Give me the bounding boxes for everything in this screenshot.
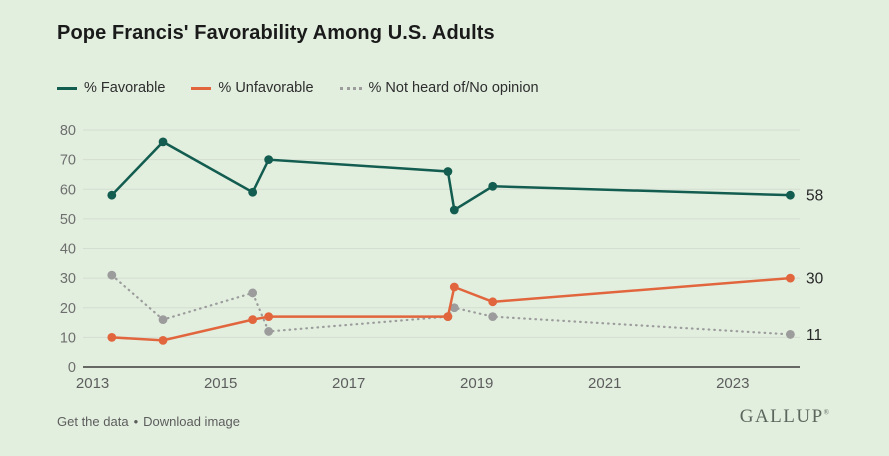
data-point-unfavorable-1[interactable] (158, 335, 168, 345)
data-point-unfavorable-0[interactable] (107, 332, 117, 342)
legend-item-favorable[interactable]: % Favorable (57, 80, 165, 96)
y-axis-label-0: 0 (68, 360, 76, 376)
get-the-data-link[interactable]: Get the data (57, 414, 129, 429)
y-axis-label-50: 50 (60, 212, 76, 228)
data-point-no-opinion-0[interactable] (107, 270, 117, 280)
legend-label-no-opinion: % Not heard of/No opinion (368, 80, 539, 96)
legend-item-unfavorable[interactable]: % Unfavorable (191, 80, 314, 96)
x-axis-label-2013: 2013 (76, 375, 109, 392)
data-point-favorable-7[interactable] (785, 190, 795, 200)
data-point-favorable-1[interactable] (158, 137, 168, 147)
data-point-favorable-4[interactable] (443, 167, 453, 176)
footer-links: Get the data • Download image (57, 414, 240, 429)
series-line-no-opinion (110, 274, 792, 336)
data-point-favorable-5[interactable] (449, 205, 459, 215)
x-axis-label-2021: 2021 (588, 375, 621, 392)
x-axis-label-2015: 2015 (204, 375, 237, 392)
y-axis-label-10: 10 (60, 330, 76, 346)
x-axis-label-2023: 2023 (716, 375, 749, 392)
y-axis-label-40: 40 (60, 242, 76, 258)
page-title: Pope Francis' Favorability Among U.S. Ad… (57, 22, 495, 44)
y-axis-label-20: 20 (60, 301, 76, 317)
no-opinion-dotted-swatch-icon (339, 86, 362, 90)
data-point-unfavorable-4[interactable] (443, 312, 453, 322)
y-axis-label-30: 30 (60, 271, 76, 287)
end-value-label-favorable: 58 (806, 188, 823, 205)
legend-label-favorable: % Favorable (84, 80, 166, 96)
y-axis-label-70: 70 (60, 153, 76, 169)
data-point-no-opinion-3[interactable] (264, 327, 274, 336)
data-point-no-opinion-7[interactable] (785, 330, 795, 339)
data-point-favorable-0[interactable] (107, 190, 117, 200)
series-line-unfavorable (111, 276, 791, 342)
gallup-wordmark: GALLUP (739, 406, 824, 427)
data-point-unfavorable-6[interactable] (488, 297, 498, 307)
data-point-no-opinion-6[interactable] (488, 312, 498, 322)
download-image-link[interactable]: Download image (143, 414, 240, 429)
data-point-unfavorable-2[interactable] (248, 315, 258, 324)
y-axis-label-80: 80 (60, 123, 76, 139)
y-axis-label-60: 60 (60, 182, 76, 198)
favorable-line-swatch-icon (57, 86, 77, 90)
legend-item-no-opinion[interactable]: % Not heard of/No opinion (339, 80, 539, 96)
legend-label-unfavorable: % Unfavorable (218, 80, 314, 96)
registered-mark-icon: ® (823, 408, 829, 417)
data-point-favorable-6[interactable] (488, 181, 498, 191)
series-line-favorable (110, 140, 791, 213)
end-value-label-unfavorable: 30 (806, 271, 824, 288)
chart-legend: % Favorable % Unfavorable % Not heard of… (57, 80, 539, 96)
data-point-unfavorable-5[interactable] (449, 282, 459, 292)
end-value-label-no-opinion: 11 (806, 327, 822, 344)
x-axis-label-2019: 2019 (460, 375, 493, 392)
data-point-unfavorable-7[interactable] (785, 273, 795, 283)
footer-separator: • (133, 414, 139, 429)
data-point-favorable-3[interactable] (264, 155, 274, 165)
data-point-no-opinion-1[interactable] (158, 315, 168, 324)
data-point-favorable-2[interactable] (248, 187, 258, 197)
gallup-logo: GALLUP® (740, 406, 829, 428)
data-point-unfavorable-3[interactable] (264, 312, 274, 322)
data-point-no-opinion-5[interactable] (449, 303, 459, 313)
data-point-no-opinion-2[interactable] (248, 288, 258, 298)
unfavorable-line-swatch-icon (191, 86, 212, 90)
x-axis-label-2017: 2017 (332, 375, 365, 392)
